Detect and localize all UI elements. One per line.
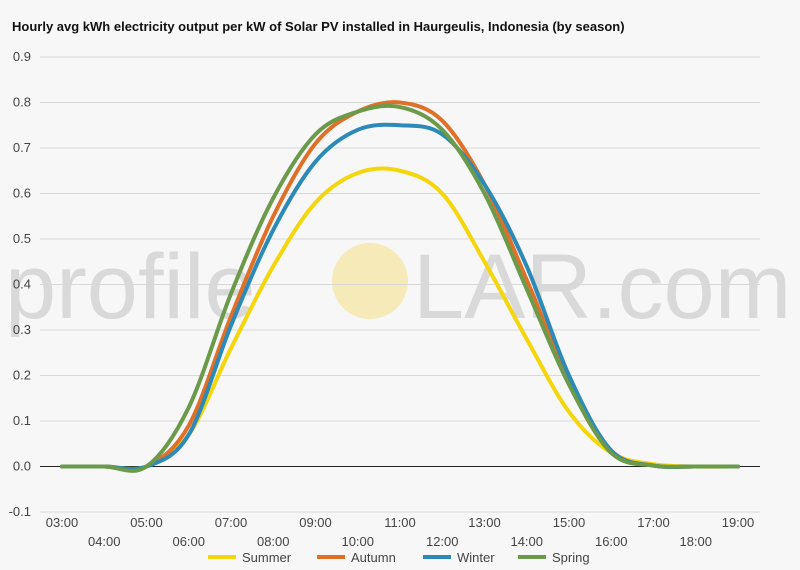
x-tick-label: 10:00: [341, 534, 374, 549]
legend-label-summer: Summer: [242, 550, 292, 565]
y-tick-label: 0.5: [13, 231, 31, 246]
x-tick-label: 06:00: [172, 534, 205, 549]
y-tick-label: 0.3: [13, 322, 31, 337]
x-tick-label: 16:00: [595, 534, 628, 549]
y-tick-label: 0.7: [13, 140, 31, 155]
x-tick-label: 13:00: [468, 515, 501, 530]
legend-label-autumn: Autumn: [351, 550, 396, 565]
y-tick-label: -0.1: [9, 504, 31, 519]
y-tick-label: 0.8: [13, 95, 31, 110]
x-tick-label: 14:00: [510, 534, 543, 549]
x-axis-ticks: 03:00 04:00 05:00 06:00 07:00 08:00 09:00 10:00…: [46, 515, 755, 549]
x-tick-label: 04:00: [88, 534, 121, 549]
series-line-spring: [60, 103, 740, 473]
x-tick-label: 03:00: [46, 515, 79, 530]
y-tick-label: 0.0: [13, 459, 31, 474]
x-tick-label: 11:00: [384, 515, 416, 530]
y-tick-label: 0.6: [13, 186, 31, 201]
x-tick-label: 19:00: [722, 515, 755, 530]
series-lines: [60, 100, 740, 473]
y-tick-label: 0.4: [13, 277, 31, 292]
x-tick-label: 15:00: [553, 515, 586, 530]
y-tick-label: 0.9: [13, 49, 31, 64]
legend: Summer Autumn Winter Spring: [208, 550, 590, 565]
x-tick-label: 05:00: [130, 515, 163, 530]
x-tick-label: 17:00: [637, 515, 670, 530]
legend-label-spring: Spring: [552, 550, 590, 565]
y-axis-ticks: -0.1 0.0 0.1 0.2 0.3 0.4 0.5 0.6 0.7 0.8 0.9: [9, 49, 31, 519]
chart-title: Hourly avg kWh electricity output per kW…: [12, 19, 625, 34]
x-tick-label: 09:00: [299, 515, 332, 530]
x-tick-label: 08:00: [257, 534, 290, 549]
x-tick-label: 12:00: [426, 534, 459, 549]
y-tick-label: 0.1: [13, 413, 31, 428]
watermark: profile LAR.com: [5, 236, 791, 338]
watermark-text-left: profile: [5, 236, 256, 338]
legend-label-winter: Winter: [457, 550, 495, 565]
watermark-text-right: LAR.com: [413, 236, 791, 338]
watermark-sun-logo: [332, 243, 408, 319]
y-tick-label: 0.2: [13, 368, 31, 383]
x-tick-label: 07:00: [215, 515, 248, 530]
x-tick-label: 18:00: [679, 534, 712, 549]
